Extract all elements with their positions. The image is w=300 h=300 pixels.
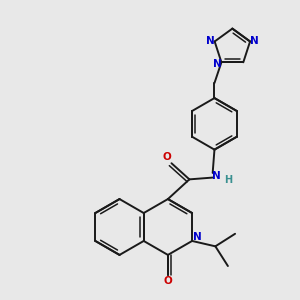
Text: N: N — [212, 171, 220, 181]
Text: H: H — [224, 176, 232, 185]
Text: N: N — [193, 232, 202, 242]
Text: O: O — [163, 152, 172, 162]
Text: O: O — [164, 276, 172, 286]
Text: N: N — [250, 36, 259, 46]
Text: N: N — [213, 59, 221, 69]
Text: N: N — [206, 36, 215, 46]
